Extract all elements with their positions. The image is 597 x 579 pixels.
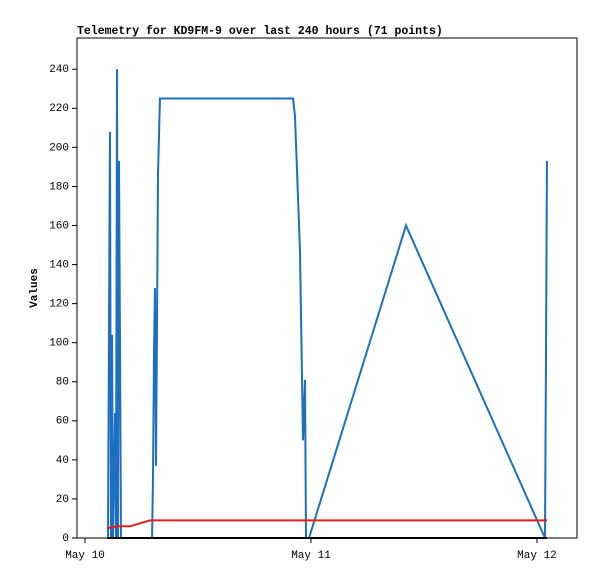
y-tick-label: 20 <box>56 494 69 506</box>
x-tick-label: May 12 <box>517 550 557 562</box>
x-tick-label: May 11 <box>291 550 331 562</box>
y-tick-label: 180 <box>49 181 69 193</box>
y-tick-label: 120 <box>49 299 69 311</box>
y-tick-label: 200 <box>49 142 69 154</box>
y-tick-label: 80 <box>56 377 69 389</box>
data-line <box>106 519 547 530</box>
y-tick-label: 160 <box>49 220 69 232</box>
y-axis-label: Values <box>29 268 41 308</box>
y-tick-label: 220 <box>49 103 69 115</box>
x-tick-label: May 10 <box>65 550 105 562</box>
data-line <box>106 69 548 539</box>
y-tick-label: 100 <box>49 338 69 350</box>
y-tick-label: 40 <box>56 455 69 467</box>
y-tick-label: 60 <box>56 416 69 428</box>
plot-frame <box>76 37 578 539</box>
y-tick-label: 140 <box>49 259 69 271</box>
chart-title: Telemetry for KD9FM-9 over last 240 hour… <box>77 25 443 38</box>
y-tick-label: 0 <box>62 533 69 545</box>
y-tick-label: 240 <box>49 64 69 76</box>
